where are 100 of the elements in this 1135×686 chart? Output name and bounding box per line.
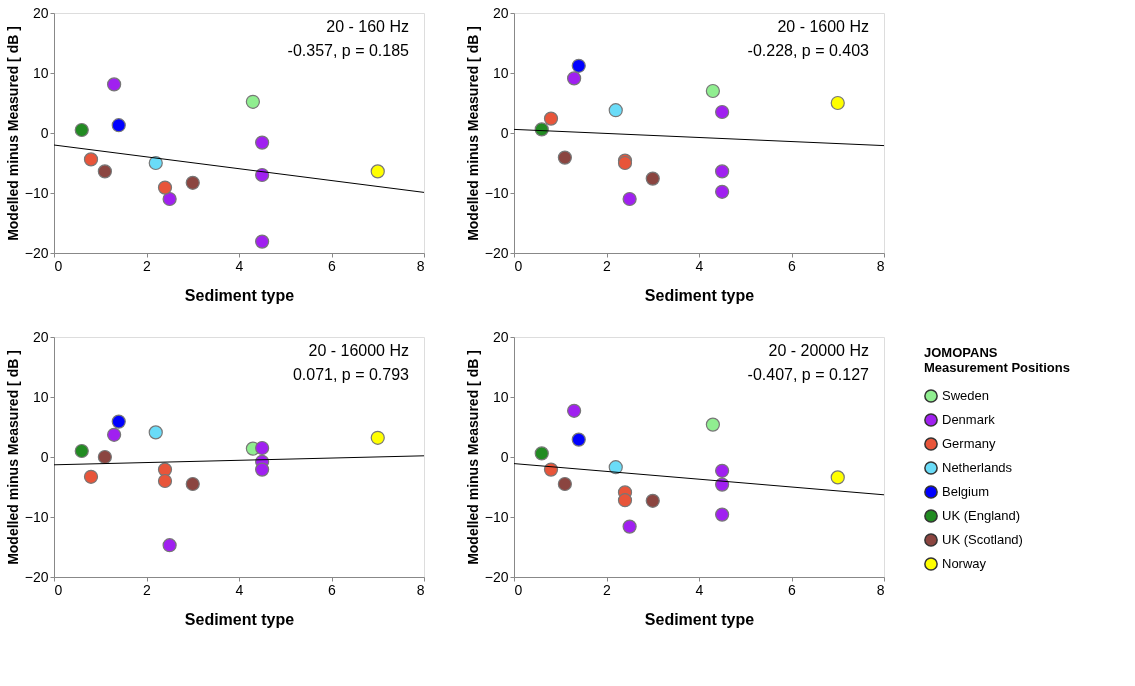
point xyxy=(107,77,122,92)
point xyxy=(608,103,623,118)
point xyxy=(571,58,586,73)
point xyxy=(74,122,89,138)
point xyxy=(162,191,177,207)
x-tick-label: 0 xyxy=(514,257,523,274)
point xyxy=(148,425,163,440)
point xyxy=(255,462,270,477)
x-tick-label: 8 xyxy=(416,581,425,598)
point xyxy=(608,460,623,475)
point xyxy=(534,446,549,461)
point xyxy=(715,463,730,478)
y-tick-label: −20 xyxy=(484,244,509,261)
x-tick-label: 4 xyxy=(235,581,244,598)
y-tick-label: 10 xyxy=(32,388,49,405)
point xyxy=(571,432,586,447)
x-tick-label: 8 xyxy=(876,257,885,274)
legend-label: Belgium xyxy=(942,484,989,499)
y-tick-label: 20 xyxy=(492,328,509,345)
x-tick-label: 8 xyxy=(876,581,885,598)
y-tick-label: −10 xyxy=(24,184,49,201)
y-tick-label: −10 xyxy=(484,508,509,525)
annotation: -0.407, p = 0.127 xyxy=(747,366,870,383)
annotation: 20 - 1600 Hz xyxy=(777,18,869,35)
y-axis-title: Modelled minus Measured [ dB ] xyxy=(4,26,21,241)
legend-label: UK (England) xyxy=(942,508,1021,523)
x-tick-label: 6 xyxy=(328,257,337,274)
y-axis-title: Modelled minus Measured [ dB ] xyxy=(464,26,481,241)
legend-label: Norway xyxy=(942,556,987,571)
y-tick-label: 20 xyxy=(32,328,49,345)
point xyxy=(830,95,845,111)
x-axis-title: Sediment type xyxy=(644,286,755,304)
x-tick-label: 4 xyxy=(695,257,704,274)
point xyxy=(715,164,730,179)
point xyxy=(157,462,173,477)
point xyxy=(83,469,99,484)
legend-title: JOMOPANS Measurement Positions xyxy=(924,345,1070,375)
point xyxy=(705,417,720,432)
x-tick-label: 2 xyxy=(603,257,612,274)
y-tick-label: 0 xyxy=(40,448,49,465)
point xyxy=(97,449,112,465)
point xyxy=(83,152,99,167)
annotation: 20 - 20000 Hz xyxy=(768,342,869,359)
y-tick-label: −20 xyxy=(24,244,49,261)
x-tick-label: 0 xyxy=(514,581,523,598)
point xyxy=(622,191,637,207)
y-tick-label: 10 xyxy=(492,64,509,81)
point xyxy=(148,155,163,171)
point xyxy=(622,519,637,534)
legend-label: Netherlands xyxy=(942,460,1013,475)
x-tick-label: 6 xyxy=(788,581,797,598)
x-tick-label: 2 xyxy=(603,581,612,598)
legend-label: Sweden xyxy=(942,388,989,403)
y-tick-label: 10 xyxy=(32,64,49,81)
y-tick-label: −20 xyxy=(24,568,49,585)
y-axis-title: Modelled minus Measured [ dB ] xyxy=(4,350,21,565)
point xyxy=(74,443,89,459)
annotation: -0.228, p = 0.403 xyxy=(747,42,870,59)
x-tick-label: 4 xyxy=(695,581,704,598)
x-tick-label: 0 xyxy=(54,581,63,598)
point xyxy=(617,493,633,508)
point xyxy=(111,118,126,133)
y-tick-label: 0 xyxy=(500,448,509,465)
point xyxy=(370,164,385,179)
y-axis-title: Modelled minus Measured [ dB ] xyxy=(464,350,481,565)
x-tick-label: 4 xyxy=(235,257,244,274)
legend-label: Denmark xyxy=(942,412,996,427)
point xyxy=(715,184,730,199)
x-tick-label: 2 xyxy=(143,257,152,274)
point xyxy=(97,164,112,179)
point xyxy=(255,135,270,150)
point xyxy=(157,473,173,489)
y-tick-label: 20 xyxy=(492,4,509,21)
point xyxy=(370,430,385,445)
y-tick-label: −10 xyxy=(24,508,49,525)
point xyxy=(162,538,177,553)
point xyxy=(715,477,730,492)
point xyxy=(185,175,200,190)
legend-label: Germany xyxy=(942,436,996,451)
point xyxy=(534,122,549,137)
y-tick-label: −10 xyxy=(484,184,509,201)
point xyxy=(543,111,559,126)
annotation: 0.071, p = 0.793 xyxy=(292,366,410,383)
annotation: -0.357, p = 0.185 xyxy=(287,42,410,59)
point xyxy=(185,476,200,492)
legend-label: UK (Scotland) xyxy=(942,532,1023,547)
x-tick-label: 2 xyxy=(143,581,152,598)
point xyxy=(715,507,730,522)
point xyxy=(715,104,730,120)
x-tick-label: 6 xyxy=(328,581,337,598)
point xyxy=(645,171,660,186)
x-tick-label: 6 xyxy=(788,257,797,274)
x-tick-label: 8 xyxy=(416,257,425,274)
annotation: 20 - 16000 Hz xyxy=(308,342,409,359)
x-axis-title: Sediment type xyxy=(644,610,755,628)
point xyxy=(705,83,720,99)
point xyxy=(107,427,122,442)
x-axis-title: Sediment type xyxy=(184,610,295,628)
point xyxy=(830,470,845,485)
point xyxy=(557,150,572,165)
